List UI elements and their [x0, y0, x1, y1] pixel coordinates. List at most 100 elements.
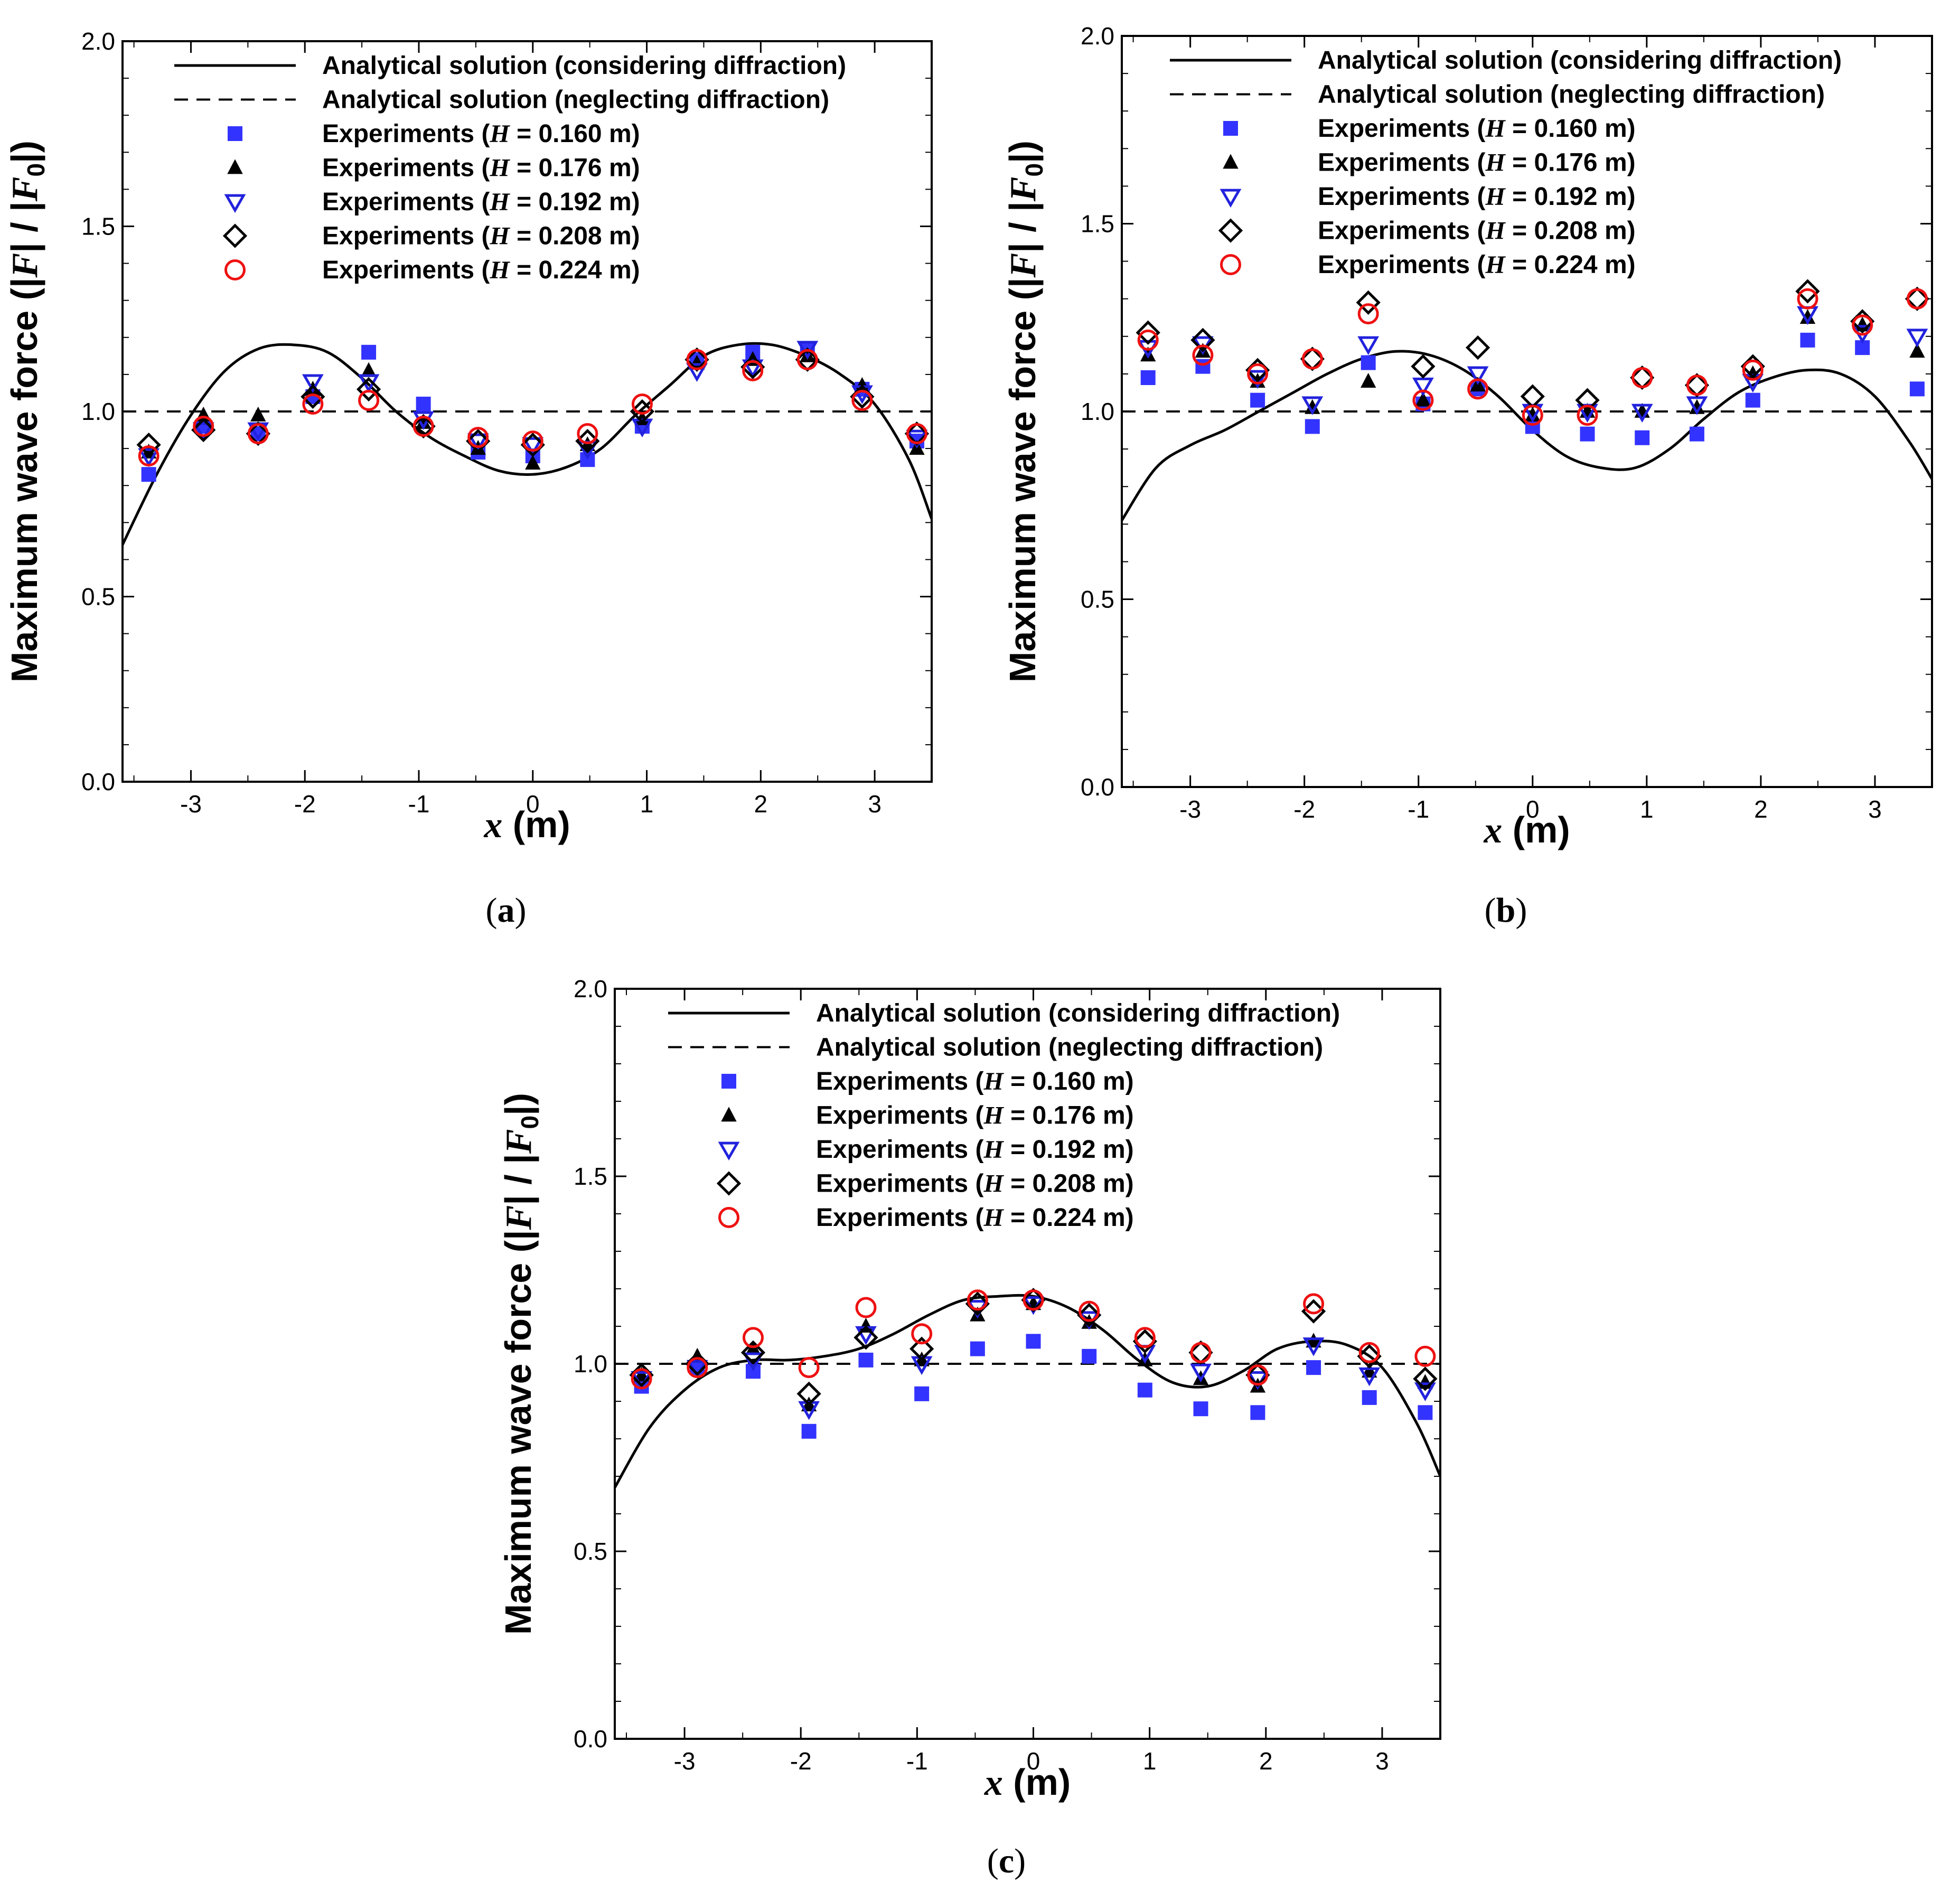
data-point — [970, 1341, 985, 1356]
legend-marker — [1220, 189, 1242, 208]
x-tick-label: -2 — [1293, 795, 1315, 823]
legend-label: Analytical solution (considering diffrac… — [816, 999, 1340, 1027]
data-point — [1414, 1345, 1436, 1367]
data-point — [191, 417, 216, 443]
legend-label: Analytical solution (considering diffrac… — [1318, 46, 1842, 74]
data-point — [525, 455, 541, 470]
legend: Analytical solution (considering diffrac… — [668, 999, 1340, 1232]
x-tick-label: 2 — [1259, 1747, 1273, 1775]
x-tick-label: 0 — [1027, 1747, 1040, 1775]
data-point — [965, 1291, 990, 1316]
data-point — [1852, 314, 1873, 336]
data-point — [1906, 288, 1928, 310]
data-point — [855, 1297, 877, 1318]
data-point — [687, 1357, 708, 1379]
legend-label: Experiments (H = 0.176 m) — [322, 154, 640, 182]
data-point — [1795, 279, 1820, 304]
data-point — [1689, 426, 1704, 442]
data-point — [854, 1325, 878, 1350]
y-tick-label: 0.0 — [81, 768, 115, 795]
legend-label: Experiments (H = 0.224 m) — [322, 256, 640, 284]
data-point — [1247, 1364, 1269, 1386]
data-point — [136, 432, 161, 457]
legend-marker — [718, 1207, 739, 1228]
y-tick-label: 1.5 — [1081, 210, 1114, 238]
data-point — [1631, 367, 1653, 389]
data-point — [742, 1352, 764, 1372]
x-tick-label: -1 — [1408, 795, 1429, 823]
data-point — [467, 433, 489, 453]
legend-label: Experiments (H = 0.176 m) — [1318, 149, 1636, 177]
data-point — [1302, 1337, 1325, 1356]
series-line-considering-diffraction — [1122, 350, 1932, 521]
legend-marker — [227, 159, 243, 174]
data-point — [686, 349, 708, 370]
legend-marker — [224, 259, 246, 280]
data-point — [522, 430, 543, 452]
data-point — [1797, 288, 1818, 310]
x-axis-title: x (m) — [1483, 809, 1570, 851]
data-point — [1246, 370, 1269, 389]
data-point — [1689, 399, 1705, 414]
legend-label: Experiments (H = 0.192 m) — [816, 1136, 1134, 1164]
y-tick-label: 0.0 — [574, 1725, 607, 1753]
series-open-triangle-down — [631, 1296, 1436, 1420]
legend-label: Analytical solution (neglecting diffract… — [322, 86, 829, 114]
data-point — [742, 1327, 764, 1348]
data-point — [1414, 1382, 1436, 1401]
data-point — [633, 1366, 650, 1382]
series-open-triangle-down — [138, 341, 928, 467]
y-tick-label: 0.5 — [574, 1538, 607, 1565]
y-tick-label: 1.0 — [81, 398, 115, 425]
legend-label: Experiments (H = 0.208 m) — [322, 222, 640, 250]
data-point — [1358, 1342, 1380, 1363]
data-point — [1301, 396, 1324, 415]
data-point — [193, 416, 214, 437]
legend-marker — [1220, 254, 1241, 275]
y-tick-label: 1.0 — [1081, 398, 1114, 425]
data-point — [1357, 336, 1380, 355]
data-point — [1686, 396, 1708, 415]
data-point — [1745, 392, 1760, 408]
data-point — [1418, 1405, 1433, 1420]
data-point — [858, 1352, 874, 1368]
data-point — [1361, 355, 1376, 370]
legend: Analytical solution (considering diffrac… — [1170, 46, 1842, 279]
data-point — [1134, 1327, 1156, 1348]
x-tick-label: -1 — [906, 1747, 928, 1775]
data-point — [1192, 344, 1214, 366]
series-open-circle — [631, 1289, 1436, 1390]
x-tick-label: 1 — [1640, 795, 1654, 823]
x-axis-title: x (m) — [483, 804, 570, 846]
chart-panel-a: -3 -2 -1 0 1 2 3 0.0 0.5 1.0 1.5 2.0 Analytical solu… — [4, 27, 933, 930]
plot-area — [123, 341, 932, 546]
y-tick-label: 2.0 — [574, 975, 607, 1003]
legend-label: Analytical solution (neglecting diffract… — [816, 1034, 1323, 1062]
data-point — [1137, 1382, 1152, 1398]
y-tick-label: 0.0 — [1081, 773, 1114, 801]
x-tick-label: -3 — [674, 1747, 696, 1775]
data-point — [1190, 1342, 1212, 1363]
data-point — [1467, 378, 1489, 400]
data-point — [1190, 1363, 1212, 1383]
data-point — [1413, 1366, 1438, 1391]
legend-marker — [228, 126, 242, 141]
data-point — [1305, 399, 1320, 414]
data-point — [1301, 348, 1323, 370]
plot-area — [615, 1288, 1440, 1488]
panel-label: (c) — [987, 1842, 1026, 1880]
data-point — [1412, 377, 1434, 397]
data-point — [1305, 419, 1320, 434]
data-point — [1520, 384, 1545, 409]
data-point — [1137, 329, 1159, 351]
legend-marker — [721, 1107, 737, 1122]
chart-panel-b: -3 -2 -1 0 1 2 3 0.0 0.5 1.0 1.5 2.0 Analytical solu… — [1002, 22, 1933, 930]
data-point — [634, 410, 650, 425]
legend-marker — [1218, 218, 1243, 243]
data-point — [1247, 363, 1269, 385]
data-point — [192, 422, 214, 442]
data-point — [1745, 365, 1761, 380]
data-point — [358, 389, 380, 411]
data-point — [1362, 1390, 1377, 1405]
